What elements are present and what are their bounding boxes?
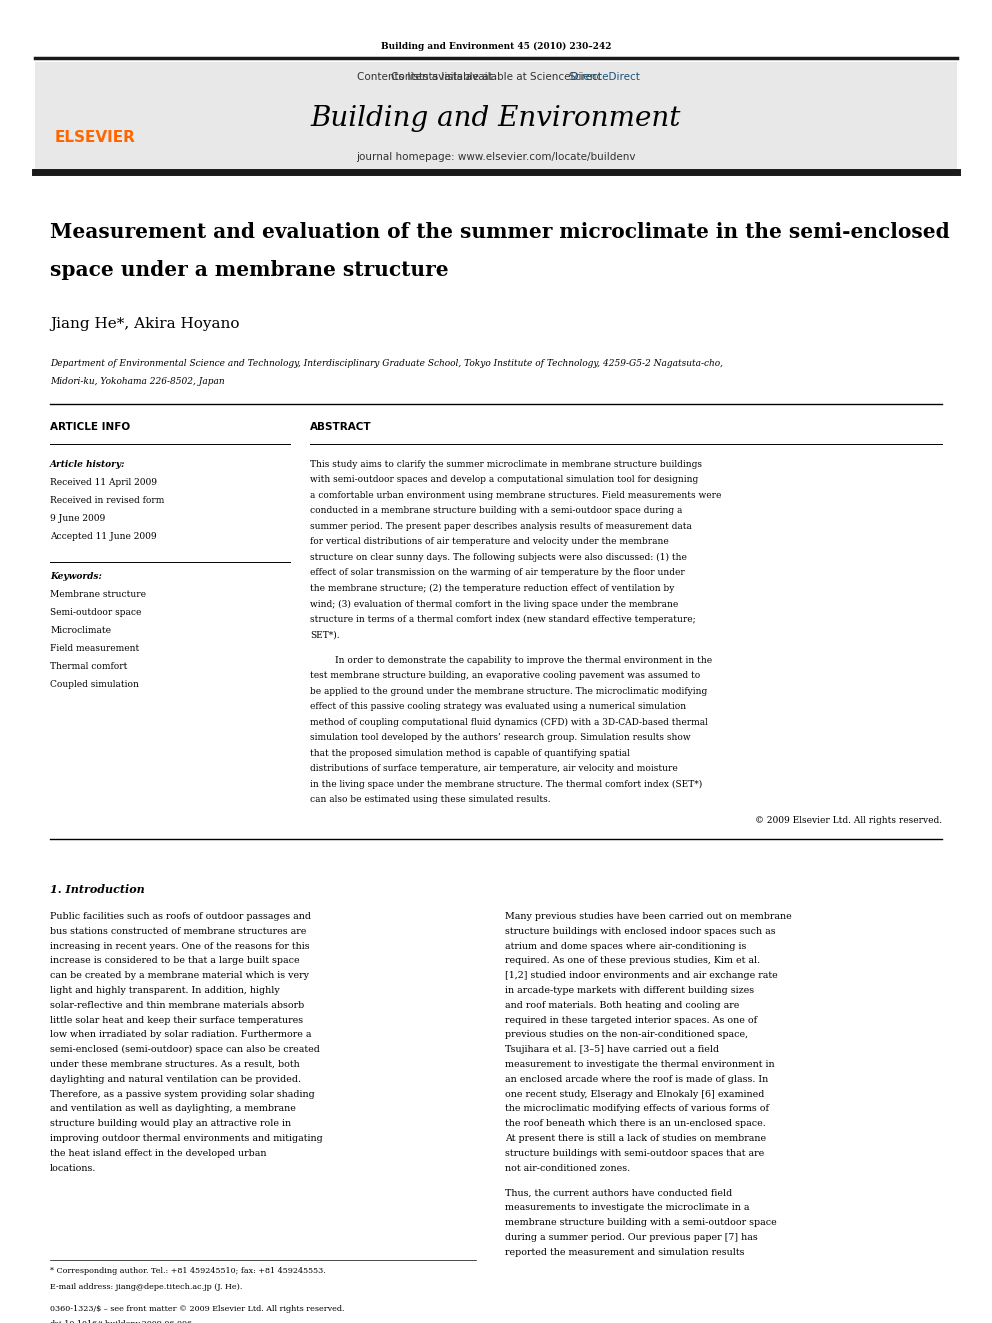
Text: Building and Environment: Building and Environment — [310, 105, 682, 132]
Text: Accepted 11 June 2009: Accepted 11 June 2009 — [50, 532, 157, 541]
Text: summer period. The present paper describes analysis results of measurement data: summer period. The present paper describ… — [310, 523, 691, 531]
Text: a comfortable urban environment using membrane structures. Field measurements we: a comfortable urban environment using me… — [310, 491, 721, 500]
Text: structure building would play an attractive role in: structure building would play an attract… — [50, 1119, 291, 1129]
Text: Building and Environment 45 (2010) 230–242: Building and Environment 45 (2010) 230–2… — [381, 42, 611, 52]
Text: improving outdoor thermal environments and mitigating: improving outdoor thermal environments a… — [50, 1134, 322, 1143]
Text: under these membrane structures. As a result, both: under these membrane structures. As a re… — [50, 1060, 300, 1069]
Text: can also be estimated using these simulated results.: can also be estimated using these simula… — [310, 795, 551, 804]
Text: structure in terms of a thermal comfort index (new standard effective temperatur: structure in terms of a thermal comfort … — [310, 615, 695, 624]
Text: atrium and dome spaces where air-conditioning is: atrium and dome spaces where air-conditi… — [505, 942, 746, 951]
Text: Department of Environmental Science and Technology, Interdisciplinary Graduate S: Department of Environmental Science and … — [50, 359, 723, 368]
Text: Received in revised form: Received in revised form — [50, 496, 165, 505]
Text: Public facilities such as roofs of outdoor passages and: Public facilities such as roofs of outdo… — [50, 912, 311, 921]
Text: wind; (3) evaluation of thermal comfort in the living space under the membrane: wind; (3) evaluation of thermal comfort … — [310, 599, 679, 609]
Text: during a summer period. Our previous paper [7] has: during a summer period. Our previous pap… — [505, 1233, 758, 1242]
Text: reported the measurement and simulation results: reported the measurement and simulation … — [505, 1248, 745, 1257]
Text: Contents lists available at: Contents lists available at — [357, 71, 496, 82]
Text: structure on clear sunny days. The following subjects were also discussed: (1) t: structure on clear sunny days. The follo… — [310, 553, 686, 562]
Text: At present there is still a lack of studies on membrane: At present there is still a lack of stud… — [505, 1134, 766, 1143]
Text: semi-enclosed (semi-outdoor) space can also be created: semi-enclosed (semi-outdoor) space can a… — [50, 1045, 319, 1054]
Text: simulation tool developed by the authors’ research group. Simulation results sho: simulation tool developed by the authors… — [310, 733, 690, 742]
Text: low when irradiated by solar radiation. Furthermore a: low when irradiated by solar radiation. … — [50, 1031, 311, 1040]
Text: the roof beneath which there is an un-enclosed space.: the roof beneath which there is an un-en… — [505, 1119, 766, 1129]
Text: SET*).: SET*). — [310, 631, 339, 639]
Text: ELSEVIER: ELSEVIER — [55, 131, 136, 146]
Text: [1,2] studied indoor environments and air exchange rate: [1,2] studied indoor environments and ai… — [505, 971, 778, 980]
Text: the membrane structure; (2) the temperature reduction effect of ventilation by: the membrane structure; (2) the temperat… — [310, 583, 675, 593]
Text: light and highly transparent. In addition, highly: light and highly transparent. In additio… — [50, 986, 280, 995]
Text: Microclimate: Microclimate — [50, 626, 111, 635]
Text: 0360-1323/$ – see front matter © 2009 Elsevier Ltd. All rights reserved.: 0360-1323/$ – see front matter © 2009 El… — [50, 1304, 344, 1312]
Text: Article history:: Article history: — [50, 460, 126, 468]
Text: ABSTRACT: ABSTRACT — [310, 422, 372, 433]
Text: one recent study, Elseragy and Elnokaly [6] examined: one recent study, Elseragy and Elnokaly … — [505, 1090, 765, 1098]
Text: required in these targeted interior spaces. As one of: required in these targeted interior spac… — [505, 1016, 757, 1024]
Text: space under a membrane structure: space under a membrane structure — [50, 261, 448, 280]
Text: increase is considered to be that a large built space: increase is considered to be that a larg… — [50, 957, 300, 966]
Text: distributions of surface temperature, air temperature, air velocity and moisture: distributions of surface temperature, ai… — [310, 765, 678, 774]
Text: Jiang He*, Akira Hoyano: Jiang He*, Akira Hoyano — [50, 318, 239, 331]
Text: the microclimatic modifying effects of various forms of: the microclimatic modifying effects of v… — [505, 1105, 769, 1114]
Text: © 2009 Elsevier Ltd. All rights reserved.: © 2009 Elsevier Ltd. All rights reserved… — [755, 816, 942, 826]
Text: This study aims to clarify the summer microclimate in membrane structure buildin: This study aims to clarify the summer mi… — [310, 460, 702, 468]
Text: effect of this passive cooling strategy was evaluated using a numerical simulati: effect of this passive cooling strategy … — [310, 703, 686, 712]
Text: previous studies on the non-air-conditioned space,: previous studies on the non-air-conditio… — [505, 1031, 748, 1040]
Text: effect of solar transmission on the warming of air temperature by the floor unde: effect of solar transmission on the warm… — [310, 569, 684, 578]
Text: Semi-outdoor space: Semi-outdoor space — [50, 609, 142, 617]
Text: ARTICLE INFO: ARTICLE INFO — [50, 422, 130, 433]
Text: In order to demonstrate the capability to improve the thermal environment in the: In order to demonstrate the capability t… — [335, 656, 712, 665]
Text: Contents lists available at ScienceDirect: Contents lists available at ScienceDirec… — [391, 71, 601, 82]
Text: solar-reflective and thin membrane materials absorb: solar-reflective and thin membrane mater… — [50, 1000, 305, 1009]
Text: that the proposed simulation method is capable of quantifying spatial: that the proposed simulation method is c… — [310, 749, 630, 758]
Text: Field measurement: Field measurement — [50, 644, 139, 654]
Text: Measurement and evaluation of the summer microclimate in the semi-enclosed: Measurement and evaluation of the summer… — [50, 222, 949, 242]
Text: and ventilation as well as daylighting, a membrane: and ventilation as well as daylighting, … — [50, 1105, 296, 1114]
Text: conducted in a membrane structure building with a semi-outdoor space during a: conducted in a membrane structure buildi… — [310, 507, 682, 516]
Text: can be created by a membrane material which is very: can be created by a membrane material wh… — [50, 971, 309, 980]
Text: Membrane structure: Membrane structure — [50, 590, 146, 599]
Text: in arcade-type markets with different building sizes: in arcade-type markets with different bu… — [505, 986, 754, 995]
Text: membrane structure building with a semi-outdoor space: membrane structure building with a semi-… — [505, 1218, 777, 1226]
Text: Thermal comfort: Thermal comfort — [50, 662, 127, 671]
Text: locations.: locations. — [50, 1164, 96, 1172]
Text: be applied to the ground under the membrane structure. The microclimatic modifyi: be applied to the ground under the membr… — [310, 687, 707, 696]
Text: 9 June 2009: 9 June 2009 — [50, 515, 105, 523]
Text: Midori-ku, Yokohama 226-8502, Japan: Midori-ku, Yokohama 226-8502, Japan — [50, 377, 224, 386]
Text: Received 11 April 2009: Received 11 April 2009 — [50, 478, 157, 487]
Text: the heat island effect in the developed urban: the heat island effect in the developed … — [50, 1148, 267, 1158]
Text: measurements to investigate the microclimate in a: measurements to investigate the microcli… — [505, 1203, 750, 1212]
Text: daylighting and natural ventilation can be provided.: daylighting and natural ventilation can … — [50, 1074, 301, 1084]
Text: Many previous studies have been carried out on membrane: Many previous studies have been carried … — [505, 912, 792, 921]
Text: Thus, the current authors have conducted field: Thus, the current authors have conducted… — [505, 1188, 732, 1197]
Text: 1. Introduction: 1. Introduction — [50, 884, 145, 894]
Text: method of coupling computational fluid dynamics (CFD) with a 3D-CAD-based therma: method of coupling computational fluid d… — [310, 718, 708, 728]
Text: little solar heat and keep their surface temperatures: little solar heat and keep their surface… — [50, 1016, 304, 1024]
Text: journal homepage: www.elsevier.com/locate/buildenv: journal homepage: www.elsevier.com/locat… — [356, 152, 636, 161]
Bar — [35, 62, 957, 172]
Text: * Corresponding author. Tel.: +81 459245510; fax: +81 459245553.: * Corresponding author. Tel.: +81 459245… — [50, 1267, 325, 1275]
Text: required. As one of these previous studies, Kim et al.: required. As one of these previous studi… — [505, 957, 760, 966]
Text: structure buildings with enclosed indoor spaces such as: structure buildings with enclosed indoor… — [505, 927, 776, 935]
Text: Therefore, as a passive system providing solar shading: Therefore, as a passive system providing… — [50, 1090, 314, 1098]
Text: in the living space under the membrane structure. The thermal comfort index (SET: in the living space under the membrane s… — [310, 781, 702, 789]
Text: an enclosed arcade where the roof is made of glass. In: an enclosed arcade where the roof is mad… — [505, 1074, 768, 1084]
Text: bus stations constructed of membrane structures are: bus stations constructed of membrane str… — [50, 927, 307, 935]
Text: for vertical distributions of air temperature and velocity under the membrane: for vertical distributions of air temper… — [310, 537, 669, 546]
Text: not air-conditioned zones.: not air-conditioned zones. — [505, 1164, 630, 1172]
Text: Coupled simulation: Coupled simulation — [50, 680, 139, 689]
Text: measurement to investigate the thermal environment in: measurement to investigate the thermal e… — [505, 1060, 775, 1069]
Text: test membrane structure building, an evaporative cooling pavement was assumed to: test membrane structure building, an eva… — [310, 672, 700, 680]
Text: ScienceDirect: ScienceDirect — [568, 71, 640, 82]
Text: Keywords:: Keywords: — [50, 572, 102, 581]
Text: and roof materials. Both heating and cooling are: and roof materials. Both heating and coo… — [505, 1000, 739, 1009]
Text: with semi-outdoor spaces and develop a computational simulation tool for designi: with semi-outdoor spaces and develop a c… — [310, 475, 698, 484]
Text: Tsujihara et al. [3–5] have carried out a field: Tsujihara et al. [3–5] have carried out … — [505, 1045, 719, 1054]
Text: E-mail address: jiang@depe.titech.ac.jp (J. He).: E-mail address: jiang@depe.titech.ac.jp … — [50, 1283, 242, 1291]
Text: increasing in recent years. One of the reasons for this: increasing in recent years. One of the r… — [50, 942, 310, 951]
Text: structure buildings with semi-outdoor spaces that are: structure buildings with semi-outdoor sp… — [505, 1148, 764, 1158]
Text: doi:10.1016/j.buildenv.2009.06.006: doi:10.1016/j.buildenv.2009.06.006 — [50, 1320, 193, 1323]
